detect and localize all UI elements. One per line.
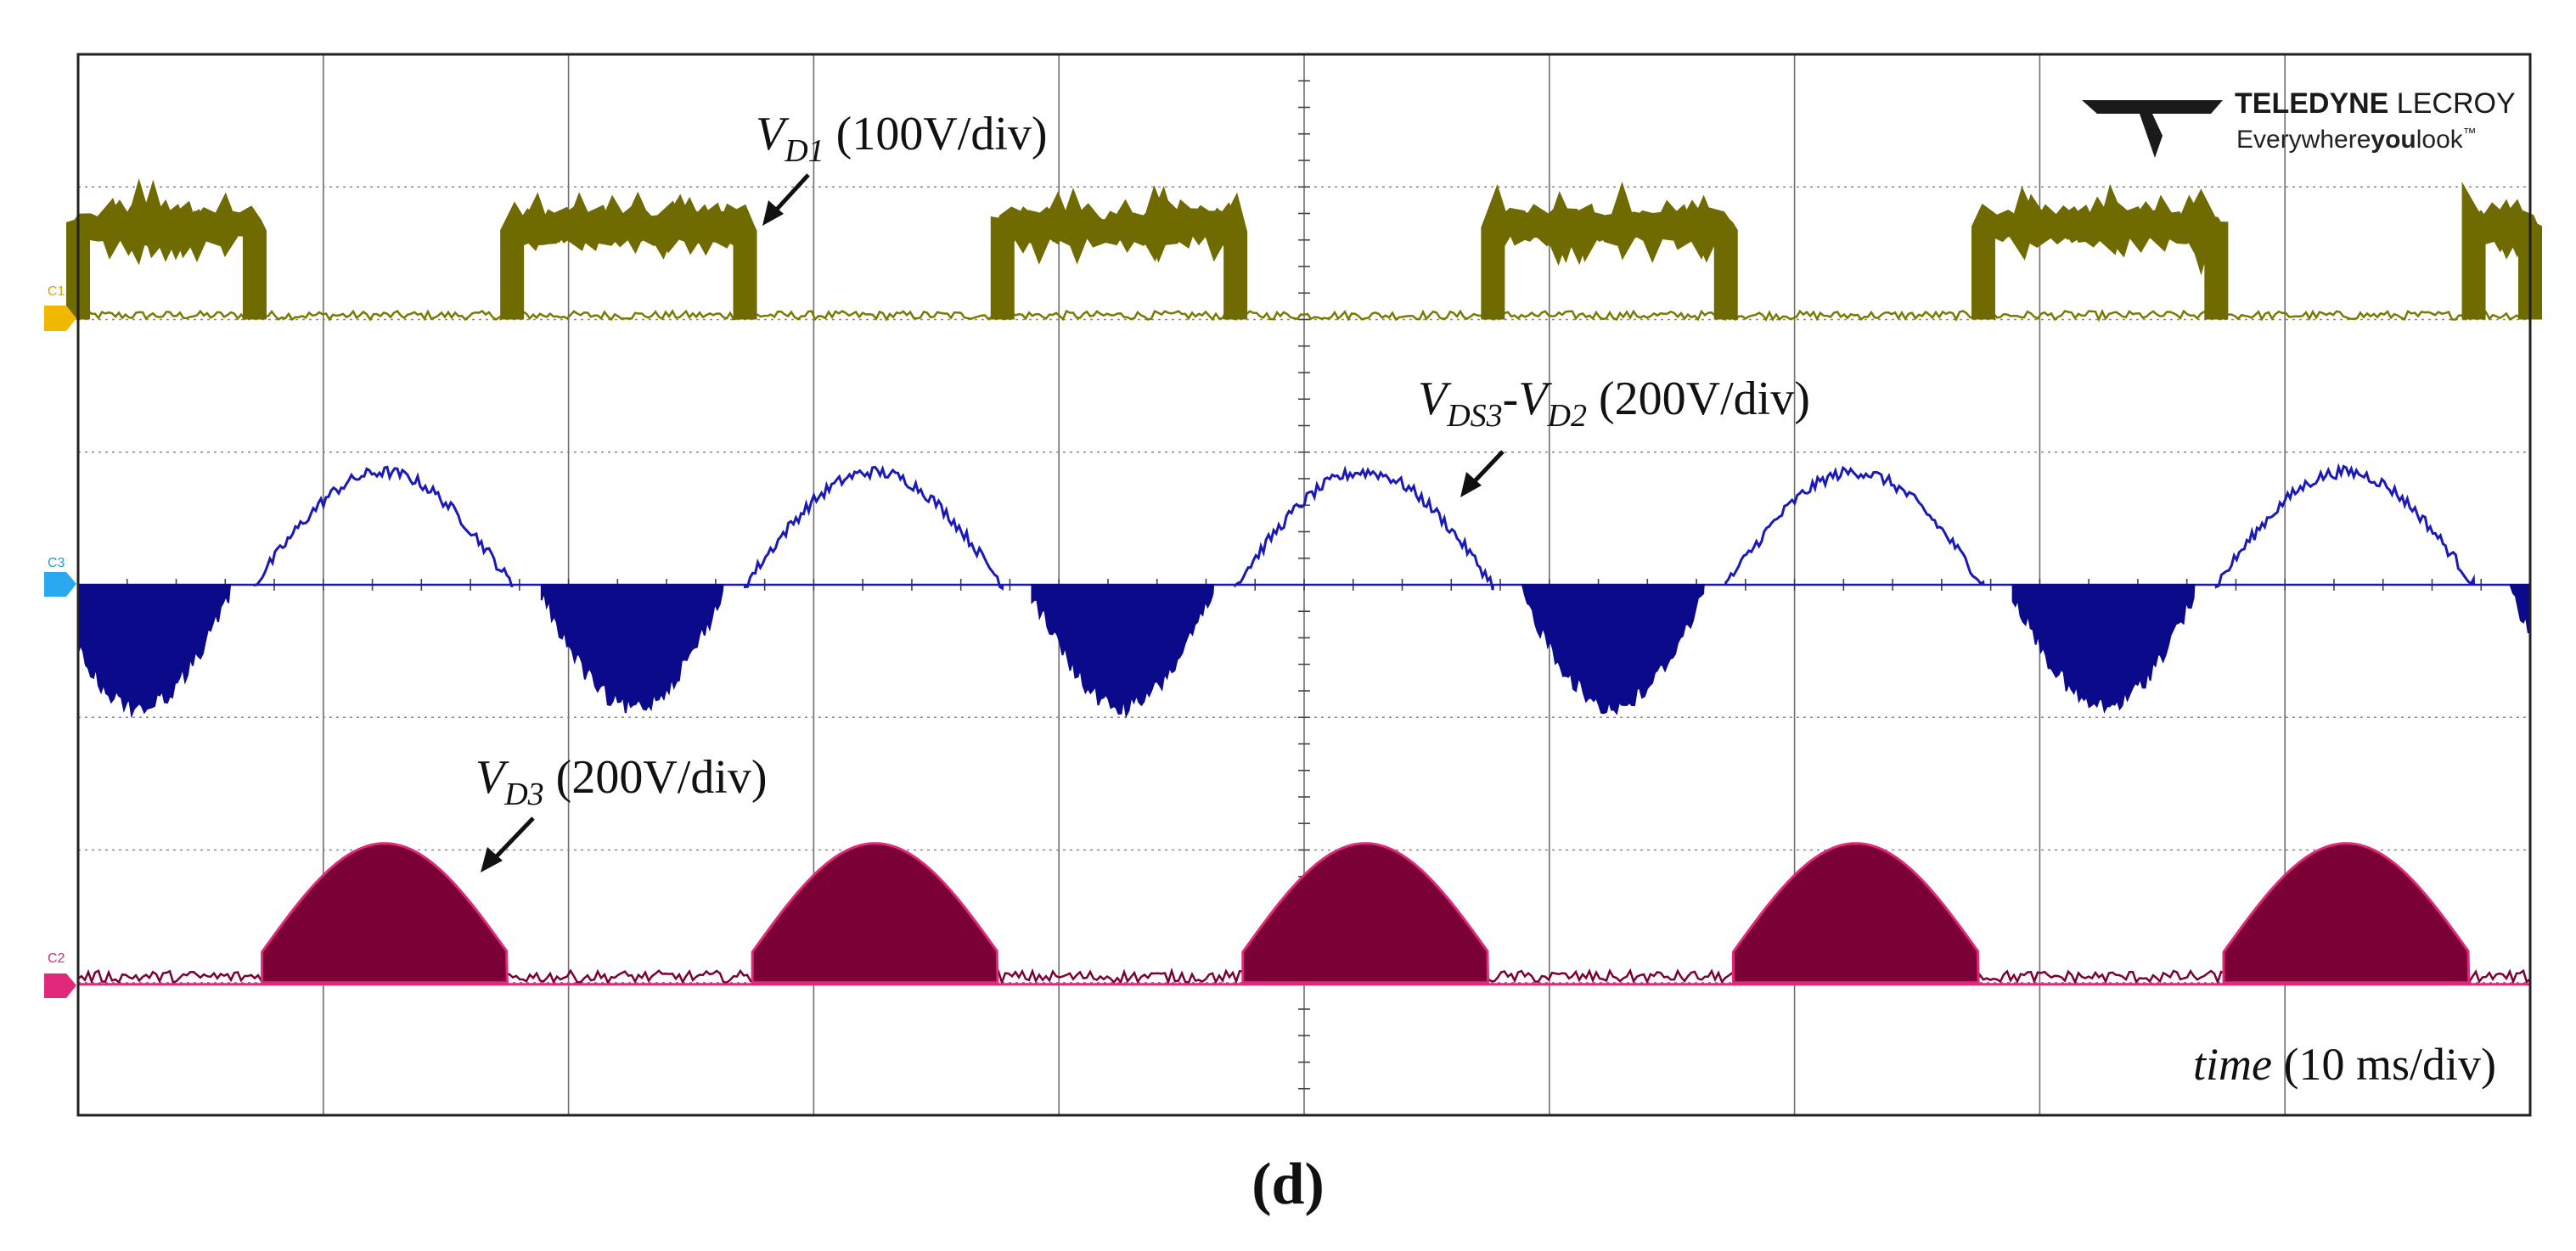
vds3-vd2-positive-lobe-3 xyxy=(1724,465,1985,586)
brand-name-light: LECROY xyxy=(2388,87,2515,120)
time-axis-scale: (10 ms/div) xyxy=(2284,1039,2497,1090)
channel-marker-c1-arrow xyxy=(44,306,76,331)
brand-tagline: Everywhereyoulook™ xyxy=(2236,126,2477,154)
vds3-vd2-negative-lobe-3 xyxy=(1521,584,1705,715)
annotation-vd3-scale: (200V/div) xyxy=(544,751,768,804)
teledyne-logo-mark xyxy=(2082,100,2223,158)
vd3-pulse-3 xyxy=(1731,842,1980,985)
time-axis-space xyxy=(2272,1039,2284,1090)
channel-marker-c3-label: C3 xyxy=(48,556,65,570)
vds3-vd2-negative-lobe-0 xyxy=(77,584,232,719)
brand-tm: ™ xyxy=(2463,126,2477,141)
vd1-low-level xyxy=(76,308,2531,323)
annotation-vd3-arrow-head xyxy=(481,847,503,872)
annotation-vd1-arrow-head xyxy=(762,200,784,226)
annotation-vd2-sub: D2 xyxy=(1547,398,1587,434)
annotation-vds3-sub: DS3 xyxy=(1446,398,1502,434)
annotation-vd1-sub: D1 xyxy=(784,133,824,169)
vds3-vd2-positive-lobe-4 xyxy=(2214,463,2476,589)
vd1-pulse-1 xyxy=(500,191,757,320)
vd1-pulse-0 xyxy=(66,178,267,320)
annotation-vds3-vd2-scale: (200V/div) xyxy=(1587,373,1810,425)
teledyne-logo-mark-cut xyxy=(2152,114,2174,137)
annotation-vd3: VD3 (200V/div) xyxy=(475,751,768,872)
vd3-pulse-1 xyxy=(751,842,999,985)
vds3-vd2-negative-lobe-1 xyxy=(540,584,724,714)
vd1-pulse-2 xyxy=(990,185,1248,320)
vds3-vd2-negative-lobe-4 xyxy=(2011,584,2196,714)
vd1-pulse-4 xyxy=(1971,183,2229,320)
annotation-vds3-vd2-arrow-head xyxy=(1460,472,1482,497)
annotation-vd1-scale: (100V/div) xyxy=(824,108,1048,160)
brand-tag-a: Everywhere xyxy=(2236,126,2371,154)
annotation-vd3-text: VD3 (200V/div) xyxy=(475,751,768,812)
annotation-vd1-arrow-line xyxy=(771,173,810,216)
screen-border xyxy=(76,53,2532,1117)
vds3-vd2-positive-lobe-1 xyxy=(744,464,1004,591)
annotation-vd3-sub: D3 xyxy=(503,777,543,812)
channel-marker-c3: C3 xyxy=(44,556,76,597)
vd1-pulse-5 xyxy=(2461,181,2542,320)
vd3-pulse-2 xyxy=(1241,842,1490,985)
brand-name-bold: TELEDYNE xyxy=(2235,87,2388,120)
series-vd1 xyxy=(66,178,2542,323)
channel-marker-c3-arrow xyxy=(44,572,76,597)
brand-tag-c: look xyxy=(2416,126,2464,154)
vds3-vd2-negative-lobe-2 xyxy=(1031,584,1215,719)
vds3-vd2-positive-lobe-2 xyxy=(1234,465,1494,591)
channel-marker-c2-label: C2 xyxy=(48,951,65,966)
annotation-vd1-base: V xyxy=(756,108,790,160)
series-vds3-vd2 xyxy=(77,463,2532,719)
time-axis-var: time xyxy=(2193,1039,2272,1090)
annotation-vds3-vd2: VDS3-VD2 (200V/div) xyxy=(1418,373,1810,497)
vd3-pulse-4 xyxy=(2222,842,2471,985)
channel-marker-c1-label: C1 xyxy=(48,284,65,299)
vd3-pulse-0 xyxy=(261,842,509,985)
channel-marker-c2-arrow xyxy=(44,973,76,998)
time-axis-label: time (10 ms/div) xyxy=(2193,1039,2496,1090)
annotation-vds3-base: V xyxy=(1418,373,1452,425)
traces xyxy=(66,178,2542,986)
annotation-vds3-vd2-arrow-line xyxy=(1469,450,1505,487)
annotation-vd3-base: V xyxy=(475,751,509,804)
annotation-vd1: VD1 (100V/div) xyxy=(756,108,1048,226)
series-vd3 xyxy=(76,842,2531,986)
brand-tag-b: you xyxy=(2371,126,2416,154)
channel-marker-c2: C2 xyxy=(44,951,76,998)
teledyne-lecroy-logo: TELEDYNE LECROY Everywhereyoulook™ xyxy=(2082,87,2516,158)
channel-marker-c1: C1 xyxy=(44,284,76,331)
annotation-vd1-text: VD1 (100V/div) xyxy=(756,108,1048,169)
brand-name: TELEDYNE LECROY xyxy=(2235,87,2516,120)
vds3-vd2-positive-lobe-0 xyxy=(253,465,514,588)
annotation-vds3-vd2-text: VDS3-VD2 (200V/div) xyxy=(1418,373,1810,434)
annotation-vds3-mid: -V xyxy=(1503,373,1553,425)
annotation-vd3-arrow-line xyxy=(491,816,535,862)
vd1-pulse-3 xyxy=(1481,181,1738,320)
figure-caption: (d) xyxy=(1251,1152,1325,1217)
